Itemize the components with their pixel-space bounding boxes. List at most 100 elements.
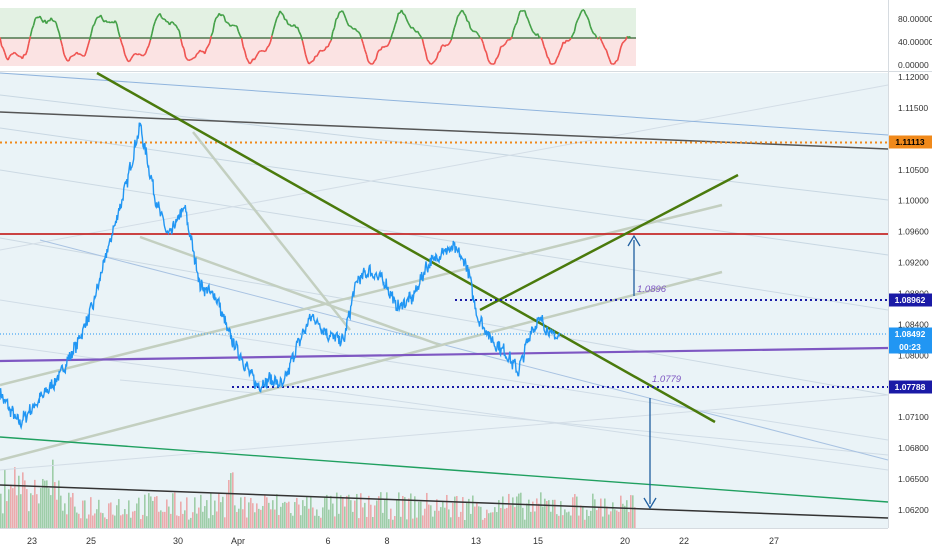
volume-bar (338, 514, 340, 528)
volume-bar (260, 510, 262, 528)
volume-bar (440, 507, 442, 528)
volume-bar (402, 496, 404, 528)
volume-bar (466, 502, 468, 528)
volume-bar (88, 514, 90, 528)
volume-bar (128, 500, 130, 528)
oscillator-segment (139, 54, 141, 55)
volume-bar (410, 493, 412, 528)
volume-bar (540, 492, 542, 528)
volume-bar (120, 515, 122, 528)
volume-bar (114, 516, 116, 528)
volume-bar (310, 497, 312, 528)
volume-bar (364, 503, 366, 528)
volume-bar (138, 498, 140, 528)
volume-bar (524, 520, 526, 528)
oscillator-segment (216, 17, 218, 18)
volume-bar (576, 497, 578, 528)
oscillator-segment (502, 45, 504, 46)
volume-bar (194, 497, 196, 528)
volume-bar (578, 516, 580, 528)
volume-bar (616, 511, 618, 528)
volume-bar (8, 489, 10, 528)
volume-bar (464, 520, 466, 528)
x-tick-label: 20 (620, 536, 630, 546)
volume-bar (512, 497, 514, 528)
volume-bar (426, 493, 428, 528)
volume-bar (266, 497, 268, 528)
oscillator-segment (72, 55, 74, 56)
oscillator-segment (14, 52, 16, 54)
volume-bar (412, 519, 414, 528)
volume-bar (474, 507, 476, 528)
volume-bar (234, 505, 236, 528)
volume-bar (74, 507, 76, 528)
x-tick-label: 30 (173, 536, 183, 546)
volume-bar (590, 511, 592, 528)
oscillator-segment (554, 63, 556, 64)
x-tick-label: 25 (86, 536, 96, 546)
volume-bar (582, 506, 584, 528)
volume-bar (434, 511, 436, 528)
price-pane (0, 73, 888, 528)
volume-bar (78, 514, 80, 528)
volume-bar (258, 509, 260, 528)
volume-bar (160, 510, 162, 528)
volume-bar (610, 511, 612, 528)
volume-bar (222, 497, 224, 528)
volume-bar (564, 509, 566, 528)
volume-bar (362, 507, 364, 528)
volume-bar (324, 497, 326, 528)
volume-bar (92, 516, 94, 528)
volume-bar (86, 519, 88, 528)
oscillator-segment (490, 62, 492, 64)
oscillator-segment (262, 51, 264, 52)
volume-bar (70, 497, 72, 528)
volume-bar (36, 494, 38, 528)
volume-bar (188, 520, 190, 528)
volume-bar (268, 503, 270, 528)
volume-bar (452, 503, 454, 528)
volume-bar (140, 519, 142, 528)
volume-bar (126, 514, 128, 528)
volume-bar (386, 492, 388, 528)
x-tick-label: Apr (231, 536, 245, 546)
volume-bar (430, 505, 432, 528)
volume-bar (420, 502, 422, 528)
volume-bar (246, 518, 248, 528)
volume-bar (100, 513, 102, 528)
volume-bar (548, 500, 550, 528)
volume-bar (68, 493, 70, 528)
x-tick-label: 23 (27, 536, 37, 546)
volume-bar (150, 496, 152, 528)
volume-bar (110, 502, 112, 528)
volume-bar (592, 494, 594, 528)
oscillator-segment (16, 54, 18, 56)
oscillator-segment (54, 21, 56, 22)
volume-bar (72, 493, 74, 528)
volume-bar (164, 512, 166, 528)
x-tick-label: 27 (769, 536, 779, 546)
volume-bar (18, 476, 20, 528)
volume-bar (200, 495, 202, 528)
volume-bar (274, 510, 276, 528)
volume-bar (10, 485, 12, 528)
volume-bar (48, 488, 50, 528)
volume-bar (550, 512, 552, 528)
oscillator-segment (250, 63, 252, 64)
volume-bar (620, 496, 622, 528)
volume-bar (600, 499, 602, 528)
volume-bar (284, 502, 286, 528)
volume-bar (502, 496, 504, 528)
volume-bar (376, 500, 378, 528)
oscillator-segment (357, 31, 359, 32)
volume-bar (30, 493, 32, 528)
volume-bar (4, 469, 6, 528)
volume-bar (482, 520, 484, 528)
volume-bar (236, 512, 238, 528)
volume-bar (472, 496, 474, 528)
volume-bar (438, 511, 440, 528)
oscillator-segment (370, 63, 372, 64)
volume-bar (210, 493, 212, 528)
oscillator-segment (568, 40, 570, 41)
